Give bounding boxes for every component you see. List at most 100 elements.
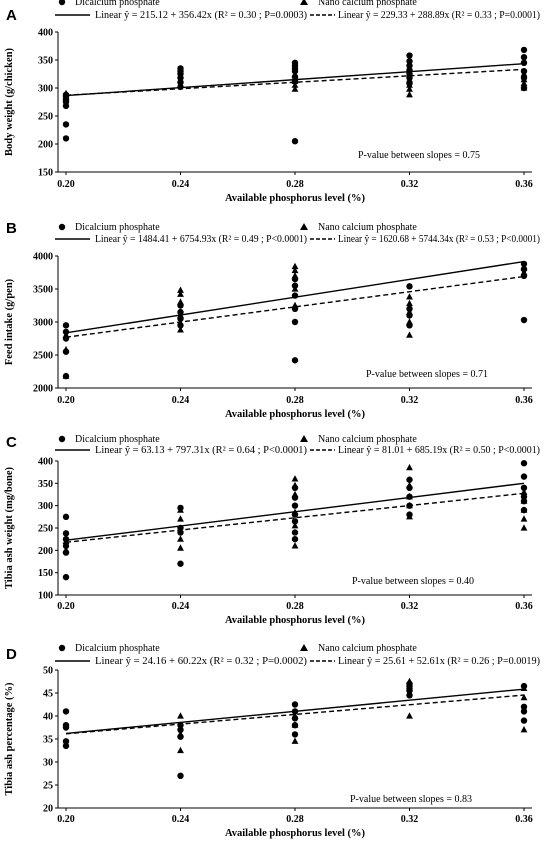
- legend-marker-nano: [300, 223, 308, 230]
- pvalue-annotation: P-value between slopes = 0.83: [350, 794, 472, 805]
- legend: Dicalcium phosphate Nano calcium phosphat…: [55, 434, 540, 456]
- data-point-dicalcium: [62, 573, 70, 581]
- y-axis-title: Body weight (g/chicken): [4, 48, 15, 156]
- data-point-nano: [520, 506, 528, 513]
- x-axis-title: Available phosphorus level (%): [225, 193, 366, 204]
- data-point-nano: [177, 286, 184, 293]
- data-point-dicalcium: [520, 260, 528, 268]
- data-point-nano: [520, 693, 528, 701]
- x-tick-label: 0.20: [57, 179, 75, 190]
- data-point-nano: [406, 81, 413, 88]
- x-tick-label: 0.24: [172, 395, 190, 406]
- y-tick-label: 2000: [33, 384, 53, 395]
- data-point-nano: [291, 262, 299, 270]
- data-point-nano: [406, 492, 413, 500]
- y-tick-label: 250: [38, 524, 53, 535]
- x-tick-label: 0.28: [286, 395, 304, 406]
- y-tick-label: 50: [43, 666, 53, 677]
- x-tick-label: 0.28: [286, 179, 304, 190]
- data-point-nano: [406, 684, 413, 691]
- data-point-dicalcium: [177, 560, 184, 567]
- data-point-nano: [62, 546, 70, 553]
- data-point-nano: [406, 331, 413, 338]
- y-tick-label: 150: [38, 168, 53, 179]
- x-tick-label: 0.20: [57, 601, 75, 612]
- data-point-dicalcium: [62, 722, 70, 729]
- legend-fit-label-dicalcium: Linear ŷ = 24.16 + 60.22x (R² = 0.32 ; P…: [95, 656, 307, 667]
- y-tick-label: 45: [43, 689, 53, 700]
- data-point-nano: [520, 84, 528, 91]
- x-axis-title: Available phosphorus level (%): [225, 828, 366, 839]
- data-point-nano: [177, 506, 184, 513]
- data-point-dicalcium: [291, 292, 299, 299]
- data-point-nano: [520, 70, 528, 77]
- y-tick-label: 200: [38, 546, 53, 557]
- y-tick-label: 300: [38, 84, 53, 95]
- data-point-dicalcium: [62, 542, 70, 550]
- chart-panel-b: B Dicalcium phosphate Nano calcium phospha…: [4, 220, 540, 420]
- x-tick-label: 0.24: [172, 601, 190, 612]
- data-point-nano: [520, 684, 528, 691]
- data-point-nano: [291, 77, 299, 84]
- data-point-dicalcium: [291, 701, 299, 708]
- chart-panel-c: C Dicalcium phosphate Nano calcium phospha…: [4, 434, 540, 626]
- data-point-nano: [291, 81, 299, 88]
- legend-marker-dicalcium: [58, 223, 66, 231]
- data-point-nano: [62, 345, 70, 353]
- data-point-nano: [62, 89, 70, 97]
- data-point-dicalcium: [520, 54, 528, 61]
- data-point-dicalcium: [62, 322, 70, 329]
- data-point-nano: [520, 79, 528, 87]
- data-point-nano: [291, 301, 299, 309]
- data-point-nano: [62, 331, 70, 338]
- data-point-dicalcium: [520, 316, 528, 324]
- data-point-dicalcium: [406, 62, 413, 69]
- data-point-dicalcium: [291, 708, 299, 715]
- legend: Dicalcium phosphate Nano calcium phosphat…: [55, 0, 540, 21]
- x-tick-label: 0.36: [515, 395, 533, 406]
- x-tick-label: 0.36: [515, 601, 533, 612]
- y-tick-label: 350: [38, 56, 53, 67]
- data-point-dicalcium: [177, 772, 184, 779]
- data-point-nano: [291, 481, 299, 489]
- data-point-nano: [177, 290, 184, 297]
- data-point-nano: [520, 497, 528, 504]
- data-point-nano: [177, 535, 184, 542]
- panel-letter: B: [6, 220, 17, 237]
- y-axis-title: Tibia ash percentage (%): [4, 682, 15, 796]
- data-point-nano: [406, 308, 413, 315]
- data-point-nano: [406, 689, 413, 696]
- data-point-nano: [406, 677, 413, 685]
- legend-marker-dicalcium: [58, 644, 66, 652]
- legend-label-nano: Nano calcium phosphate: [318, 0, 417, 8]
- data-point-dicalcium: [520, 473, 528, 480]
- data-point-nano: [291, 521, 299, 529]
- y-tick-label: 350: [38, 479, 53, 490]
- data-point-nano: [177, 515, 184, 522]
- legend-marker-nano: [300, 0, 308, 5]
- data-point-nano: [291, 721, 299, 728]
- data-point-dicalcium: [291, 529, 299, 536]
- data-point-nano: [520, 726, 528, 733]
- legend-fit-label-dicalcium: Linear ŷ = 1484.41 + 6754.93x (R² = 0.49…: [95, 234, 307, 245]
- y-tick-label: 3500: [33, 285, 53, 296]
- data-point-nano: [520, 75, 528, 83]
- y-tick-label: 2500: [33, 351, 53, 362]
- legend-label-dicalcium: Dicalcium phosphate: [75, 222, 160, 233]
- data-point-dicalcium: [520, 493, 528, 500]
- data-point-dicalcium: [177, 726, 184, 733]
- data-point-nano: [520, 268, 528, 276]
- y-tick-label: 150: [38, 568, 53, 579]
- data-point-dicalcium: [406, 283, 413, 290]
- legend-label-nano: Nano calcium phosphate: [318, 222, 417, 233]
- legend-fit-label-nano: Linear ŷ = 81.01 + 685.19x (R² = 0.50 ; …: [338, 445, 540, 456]
- data-point-nano: [177, 311, 184, 318]
- legend-fit-label-nano: Linear ŷ = 229.33 + 288.89x (R² = 0.33 ;…: [338, 10, 540, 21]
- legend-label-dicalcium: Dicalcium phosphate: [75, 0, 160, 8]
- fit-line-nano: [65, 492, 525, 543]
- y-tick-label: 25: [43, 781, 53, 792]
- data-point-dicalcium: [177, 529, 184, 536]
- data-point-dicalcium: [520, 717, 528, 724]
- data-point-dicalcium: [406, 476, 413, 483]
- data-point-nano: [406, 501, 413, 509]
